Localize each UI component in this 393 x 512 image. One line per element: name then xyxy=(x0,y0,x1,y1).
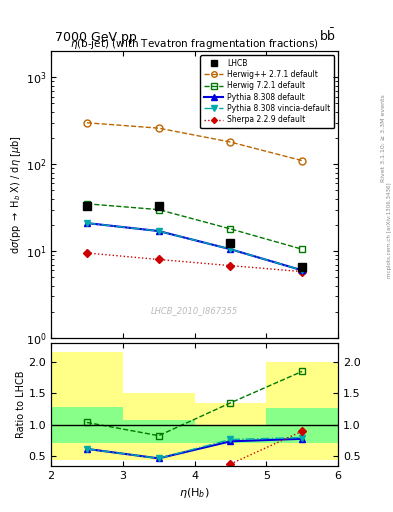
X-axis label: $\eta$(H$_b$): $\eta$(H$_b$) xyxy=(179,486,210,500)
Y-axis label: d$\sigma$(pp $\rightarrow$ H$_b$ X) / d$\eta$ [$\mu$b]: d$\sigma$(pp $\rightarrow$ H$_b$ X) / d$… xyxy=(9,135,23,254)
Y-axis label: Ratio to LHCB: Ratio to LHCB xyxy=(16,371,26,438)
Bar xyxy=(195,425,266,442)
Title: $\eta$(b-jet) (with Tevatron fragmentation fractions): $\eta$(b-jet) (with Tevatron fragmentati… xyxy=(70,37,319,51)
Bar xyxy=(51,408,123,442)
Text: 7000 GeV pp: 7000 GeV pp xyxy=(55,31,137,44)
Bar xyxy=(123,393,195,460)
Bar xyxy=(51,352,123,460)
Bar xyxy=(266,408,338,442)
Text: LHCB_2010_I867355: LHCB_2010_I867355 xyxy=(151,306,238,315)
Bar xyxy=(266,362,338,460)
Bar xyxy=(123,420,195,442)
Text: Rivet 3.1.10; ≥ 3.3M events: Rivet 3.1.10; ≥ 3.3M events xyxy=(381,94,386,182)
Text: b$\bar{\mathsf{b}}$: b$\bar{\mathsf{b}}$ xyxy=(319,27,336,44)
Text: mcplots.cern.ch [arXiv:1306.3436]: mcplots.cern.ch [arXiv:1306.3436] xyxy=(387,183,391,278)
Legend: LHCB, Herwig++ 2.7.1 default, Herwig 7.2.1 default, Pythia 8.308 default, Pythia: LHCB, Herwig++ 2.7.1 default, Herwig 7.2… xyxy=(200,55,334,128)
Bar xyxy=(195,403,266,460)
